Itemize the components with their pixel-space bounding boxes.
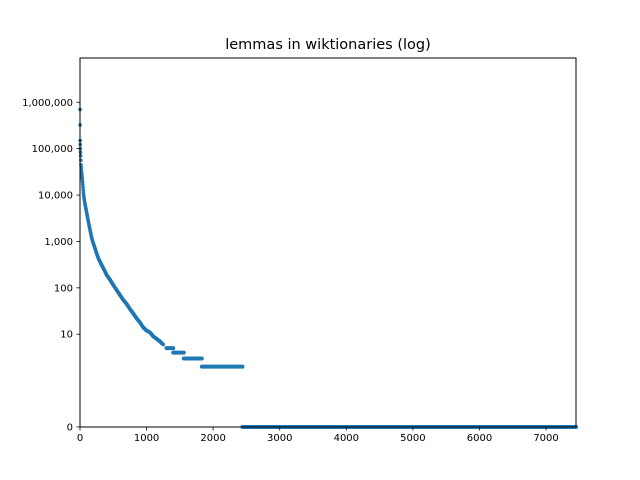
data-point: [81, 187, 86, 192]
x-tick-label: 7000: [533, 433, 558, 444]
x-tick-label: 1000: [134, 433, 159, 444]
data-point: [81, 190, 86, 195]
data-point: [80, 177, 85, 181]
x-tick-label: 6000: [467, 433, 492, 444]
x-tick-label: 3000: [267, 433, 292, 444]
data-point: [161, 342, 166, 347]
data-point: [78, 154, 83, 158]
y-tick-label: 10,000: [38, 191, 73, 202]
x-tick-label: 0: [77, 433, 83, 444]
data-point: [81, 185, 85, 189]
x-axis: 0 1000 2000 3000 4000 5000 6000 7000: [77, 427, 559, 444]
x-tick-label: 2000: [200, 433, 225, 444]
y-tick-label: 100,000: [32, 144, 73, 155]
y-tick-label: 10: [60, 330, 73, 341]
x-tick-label: 5000: [400, 433, 425, 444]
y-tick-label: 1,000,000: [22, 98, 73, 109]
data-point: [79, 168, 84, 172]
chart-title: lemmas in wiktionaries (log): [225, 37, 431, 53]
y-tick-label: 1,000: [44, 237, 73, 248]
y-tick-label: 100: [54, 283, 73, 294]
x-tick-label: 4000: [334, 433, 359, 444]
y-axis: 0 10 100 1,000 10,000 100,000 1,000,000: [22, 98, 80, 434]
data-point: [80, 179, 85, 184]
data-point: [80, 182, 85, 187]
data-point: [78, 150, 83, 155]
y-tick-label: 0: [67, 423, 73, 434]
plot-frame: [79, 57, 577, 428]
